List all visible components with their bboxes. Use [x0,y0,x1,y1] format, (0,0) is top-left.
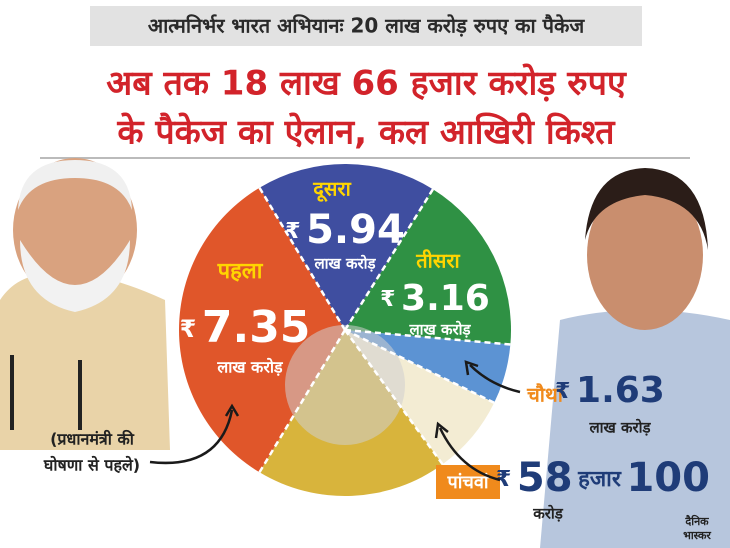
currency: ₹ [180,315,197,343]
tag: आत्मनिर्भर भारत अभियानः 20 लाख करोड़ रुप… [148,14,585,38]
segment-unit: लाख करोड़ [588,419,651,437]
segment-amount: ₹ 3.16 [380,278,490,319]
segment-amount: ₹ 7.35 [180,302,311,353]
coin-divider [258,329,347,473]
labels: पहला ₹ 7.35 लाख करोड़ दूसरा ₹ 5.94 लाख क… [43,177,710,523]
coin-divider [343,188,435,331]
amount: 100 [626,455,710,501]
arrows [149,360,521,482]
amount: 1.63 [576,370,665,411]
amount: 5.94 [306,207,405,253]
segment-unit: करोड़ [532,505,564,523]
portrait-left [0,158,170,450]
segment-label: पहला [217,259,264,284]
currency: ₹ [380,287,395,312]
coin-center [285,325,405,445]
segment-amount: ₹ 5.94 [285,207,405,253]
portrait-right [540,168,730,548]
currency: ₹ [285,219,300,244]
currency: ₹ [496,467,511,492]
coin-divider [258,187,347,331]
label-box [436,465,500,499]
note: (प्रधानमंत्री की [50,430,135,449]
segment-label: चौथा [526,383,564,407]
segment-label: दूसरा [312,177,351,203]
coin [178,164,511,496]
amount: 3.16 [401,278,490,319]
segment-unit: लाख करोड़ [313,255,376,273]
currency: ₹ [555,379,570,404]
amount-unit: हजार [577,467,622,492]
segment-label: तीसरा [415,249,460,273]
logo-text: भास्कर [683,529,711,542]
amount: 58 [517,455,573,501]
note: घोषणा से पहले) [43,456,140,475]
coin-divider [343,329,444,466]
coin-divider [344,328,511,346]
segment-amount: ₹ 1.63 [555,370,665,411]
headline: के पैकेज का ऐलान, कल आखिरी किश्त [116,112,616,153]
coin-wedge [259,164,433,330]
logo: दैनिक भास्कर [683,514,711,542]
coin-wedge [345,189,511,345]
coin-wedge [178,187,345,473]
coin-divider [344,328,495,404]
logo-text: दैनिक [684,514,709,528]
amount: 7.35 [202,302,311,353]
segment-amount: ₹ 58 हजार 100 [496,455,710,501]
headline: अब तक 18 लाख 66 हजार करोड़ रुपए [106,63,627,104]
segment-label: पांचवां [447,472,490,493]
segment-unit: लाख करोड़ [408,321,471,339]
segment-unit: लाख करोड़ [216,358,284,377]
tag-banner [90,6,642,46]
